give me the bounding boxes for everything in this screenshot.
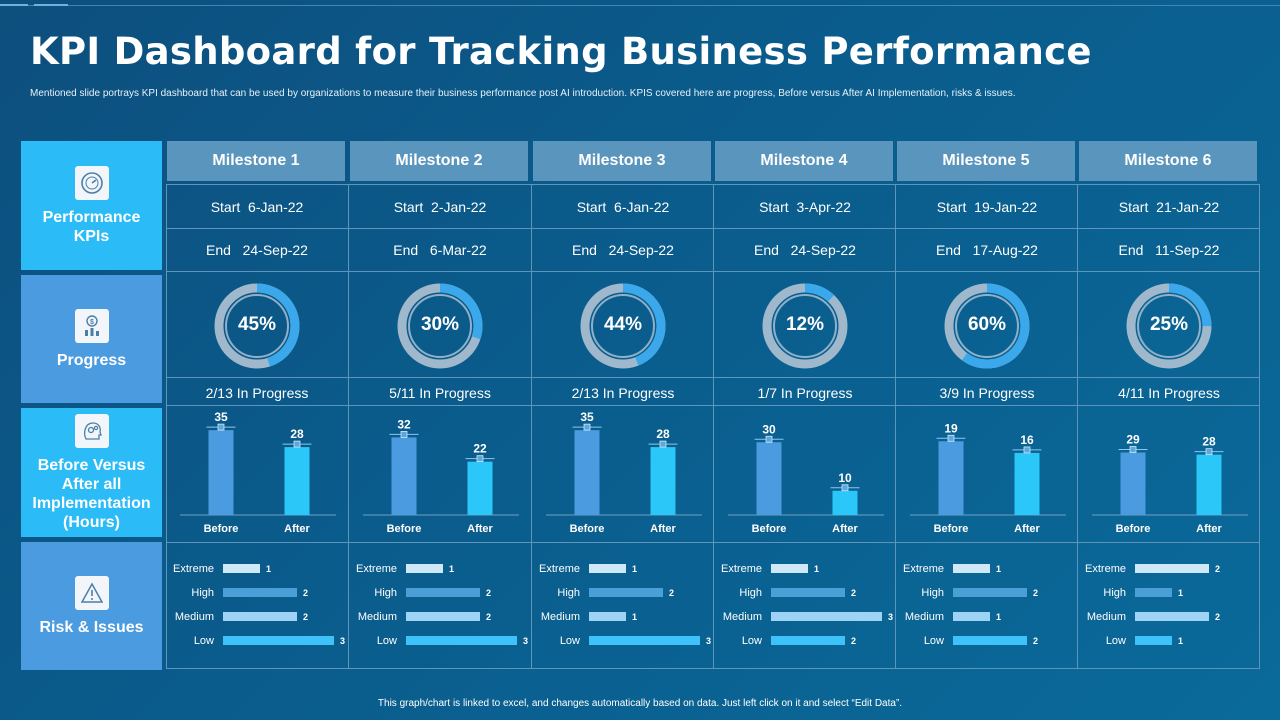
milestone-start: Start 6-Jan-22 [166, 199, 348, 215]
start-prefix: Start [1118, 199, 1149, 215]
warning-icon [74, 575, 109, 610]
start-date: 6-Jan-22 [614, 199, 670, 215]
start-prefix: Start [576, 199, 607, 215]
milestone-end: End 24-Sep-22 [714, 242, 896, 258]
donut-inner-ring [408, 294, 472, 358]
milestone-end: End 17-Aug-22 [896, 242, 1078, 258]
start-date: 6-Jan-22 [248, 199, 304, 215]
milestone-start: Start 2-Jan-22 [349, 199, 531, 215]
end-date: 24-Sep-22 [242, 242, 308, 258]
start-prefix: Start [210, 199, 241, 215]
progress-percent: 45% [237, 314, 277, 335]
start-date: 19-Jan-22 [974, 199, 1038, 215]
end-date: 6-Mar-22 [429, 242, 487, 258]
row-label-performance: Performance KPIs [21, 141, 162, 270]
row-label-text: Performance KPIs [42, 208, 141, 245]
grid-line [531, 184, 532, 669]
footer-note: This graph/chart is linked to excel, and… [377, 698, 903, 709]
donut-fill [214, 283, 300, 369]
end-date: 24-Sep-22 [608, 242, 674, 258]
donut-fill [762, 283, 848, 369]
row-label-progress: $ Progress [21, 275, 162, 403]
milestone-end: End 24-Sep-22 [166, 242, 348, 258]
gears-head-icon [74, 413, 109, 448]
top-rule-accent [34, 4, 68, 6]
donut-inner-ring [773, 294, 837, 358]
row-label-text: Risk & Issues [39, 618, 144, 636]
milestone-header: Milestone 3 [533, 141, 711, 181]
end-date: 17-Aug-22 [972, 242, 1038, 258]
milestone-start: Start 6-Jan-22 [532, 199, 714, 215]
end-prefix: End [1118, 242, 1144, 258]
progress-percent: 44% [603, 314, 643, 335]
row-label-before-after: Before Versus After all Implementation (… [21, 408, 162, 537]
end-date: 11-Sep-22 [1155, 242, 1220, 258]
progress-status: 3/9 In Progress [939, 385, 1035, 401]
progress-percent: 25% [1149, 314, 1189, 335]
end-prefix: End [572, 242, 597, 258]
row-label-text: Before Versus After all Implementation (… [32, 456, 151, 531]
milestone-end: End 6-Mar-22 [349, 242, 531, 258]
grid-line [348, 184, 349, 669]
progress-donut: 12% [760, 281, 850, 371]
start-prefix: Start [393, 199, 424, 215]
end-prefix: End [936, 242, 961, 258]
end-prefix: End [754, 242, 779, 258]
row-label-text: Progress [56, 351, 127, 369]
progress-status: 2/13 In Progress [205, 385, 309, 401]
progress-status: 4/11 In Progress [1118, 385, 1220, 401]
start-date: 3-Apr-22 [796, 199, 851, 215]
top-rule-accent [0, 4, 28, 6]
donut-inner-ring [591, 294, 655, 358]
grid-line [1077, 184, 1078, 669]
progress-status: 1/7 In Progress [757, 385, 853, 401]
progress-percent: 60% [967, 314, 1007, 335]
start-date: 2-Jan-22 [431, 199, 487, 215]
end-date: 24-Sep-22 [790, 242, 856, 258]
progress-donut: 45% [212, 281, 302, 371]
milestone-end: End 11-Sep-22 [1078, 242, 1260, 258]
milestone-start: Start 21-Jan-22 [1078, 199, 1260, 215]
start-prefix: Start [936, 199, 967, 215]
donut-fill [944, 283, 1030, 369]
row-label-risk: Risk & Issues [21, 542, 162, 670]
donut-fill [397, 283, 483, 369]
milestone-start: Start 3-Apr-22 [714, 199, 896, 215]
donut-inner-ring [955, 294, 1019, 358]
page-title: KPI Dashboard for Tracking Business Perf… [30, 30, 1092, 73]
end-prefix: End [206, 242, 231, 258]
milestone-header: Milestone 4 [715, 141, 893, 181]
progress-donut: 60% [942, 281, 1032, 371]
grid-line [713, 184, 714, 669]
progress-percent: 12% [785, 314, 825, 335]
donut-inner-ring [1137, 294, 1201, 358]
milestone-header: Milestone 1 [167, 141, 345, 181]
milestone-header: Milestone 6 [1079, 141, 1257, 181]
page-subtitle: Mentioned slide portrays KPI dashboard t… [30, 88, 1016, 99]
milestone-end: End 24-Sep-22 [532, 242, 714, 258]
donut-fill [580, 283, 666, 369]
progress-donut: 44% [578, 281, 668, 371]
progress-status: 2/13 In Progress [571, 385, 675, 401]
end-prefix: End [393, 242, 419, 258]
milestone-header: Milestone 5 [897, 141, 1075, 181]
progress-donut: 25% [1124, 281, 1214, 371]
progress-percent: 30% [420, 314, 460, 335]
milestone-header: Milestone 2 [350, 141, 528, 181]
top-rule [0, 5, 1280, 6]
start-date: 21-Jan-22 [1156, 199, 1220, 215]
donut-fill [1126, 283, 1212, 369]
progress-status: 5/11 In Progress [389, 385, 491, 401]
donut-inner-ring [225, 294, 289, 358]
grid-line [895, 184, 896, 669]
progress-donut: 30% [395, 281, 485, 371]
svg-text:$: $ [90, 319, 94, 326]
milestone-start: Start 19-Jan-22 [896, 199, 1078, 215]
start-prefix: Start [759, 199, 789, 215]
speedometer-icon [74, 165, 109, 200]
money-chart-icon: $ [74, 308, 109, 343]
